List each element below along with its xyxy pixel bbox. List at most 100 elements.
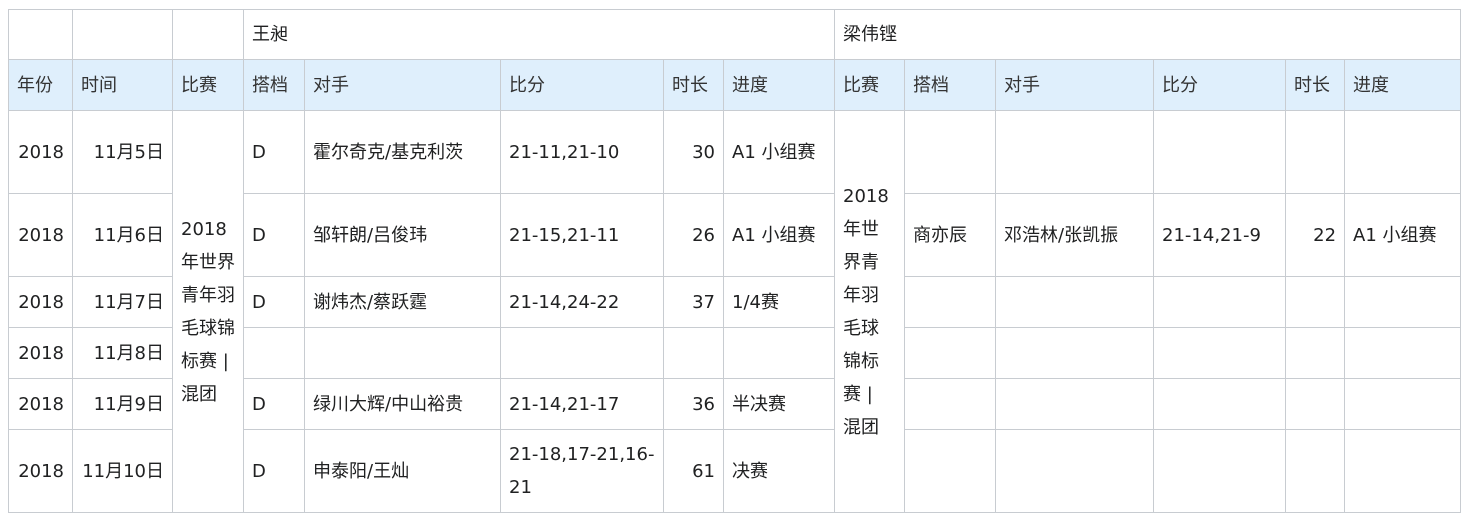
liang-weikeng-score-cell [1153, 327, 1287, 379]
liang-weikeng-duration-cell [1285, 110, 1346, 194]
liang-weikeng-partner-cell [904, 276, 997, 328]
liang-weikeng-score-cell [1153, 110, 1287, 194]
wang-chang-opponent-cell: 谢炜杰/蔡跃霆 [304, 276, 501, 328]
column-header: 时长 [1285, 59, 1346, 111]
wang-chang-partner-cell: D [243, 110, 305, 194]
wang-chang-partner-cell: D [243, 378, 305, 430]
empty-header-cell [72, 9, 173, 60]
date-cell: 11月7日 [72, 276, 173, 328]
liang-weikeng-stage-cell: A1 小组赛 [1344, 193, 1462, 277]
wang-chang-partner-cell [243, 327, 305, 379]
year-cell: 2018 [8, 110, 73, 194]
column-header: 进度 [1344, 59, 1462, 111]
wang-chang-stage-cell: 决赛 [722, 429, 836, 513]
player-header-row: 王昶 梁伟铿 [8, 9, 1462, 60]
year-cell: 2018 [8, 429, 73, 513]
wang-chang-opponent-cell: 申泰阳/王灿 [304, 429, 501, 513]
event-cell: 2018年世界青年羽毛球锦标赛 | 混团 [172, 110, 244, 513]
column-header: 时长 [663, 59, 724, 111]
date-cell: 11月9日 [72, 378, 173, 430]
wang-chang-score-cell: 21-14,24-22 [500, 276, 664, 328]
wang-chang-score-cell [500, 327, 664, 379]
column-header: 进度 [722, 59, 836, 111]
liang-weikeng-duration-cell [1285, 378, 1346, 430]
liang-weikeng-stage-cell [1344, 429, 1462, 513]
wang-chang-opponent-cell: 霍尔奇克/基克利茨 [304, 110, 501, 194]
liang-weikeng-score-cell [1153, 276, 1287, 328]
player-header-wang-chang: 王昶 [242, 9, 836, 60]
liang-weikeng-duration-cell [1285, 327, 1346, 379]
column-header: 比分 [500, 59, 664, 111]
liang-weikeng-stage-cell [1344, 378, 1462, 430]
wang-chang-partner-cell: D [243, 276, 305, 328]
year-cell: 2018 [8, 327, 73, 379]
liang-weikeng-partner-cell [904, 327, 997, 379]
column-header: 年份 [8, 59, 73, 111]
liang-weikeng-opponent-cell [995, 378, 1155, 430]
empty-header-cell [172, 9, 244, 60]
column-header: 搭档 [904, 59, 997, 111]
date-cell: 11月6日 [72, 193, 173, 277]
year-cell: 2018 [8, 276, 73, 328]
liang-weikeng-stage-cell [1344, 327, 1462, 379]
wang-chang-stage-cell: A1 小组赛 [722, 193, 836, 277]
liang-weikeng-partner-cell: 商亦辰 [904, 193, 997, 277]
wang-chang-score-cell: 21-15,21-11 [500, 193, 664, 277]
liang-weikeng-duration-cell [1285, 276, 1346, 328]
liang-weikeng-partner-cell [904, 110, 997, 194]
liang-weikeng-opponent-cell [995, 429, 1155, 513]
liang-weikeng-stage-cell [1344, 276, 1462, 328]
column-header: 比赛 [834, 59, 906, 111]
wang-chang-score-cell: 21-14,21-17 [500, 378, 664, 430]
wang-chang-opponent-cell: 邹轩朗/吕俊玮 [304, 193, 501, 277]
liang-weikeng-score-cell [1153, 378, 1287, 430]
event-cell: 2018年世界青年羽毛球锦标赛 | 混团 [834, 110, 906, 513]
wang-chang-opponent-cell [304, 327, 501, 379]
wang-chang-partner-cell: D [243, 429, 305, 513]
column-header-row: 年份 时间 比赛 搭档 对手 比分 时长 进度 比赛 搭档 对手 比分 时长 进度 [8, 59, 1462, 111]
wang-chang-duration-cell [663, 327, 724, 379]
date-cell: 11月8日 [72, 327, 173, 379]
liang-weikeng-duration-cell: 22 [1285, 193, 1346, 277]
liang-weikeng-partner-cell [904, 429, 997, 513]
table-row: 2018 11月6日 D 邹轩朗/吕俊玮 21-15,21-11 26 A1 小组赛 商亦辰邓… [8, 193, 1462, 277]
table-row: 2018 11月5日 2018年世界青年羽毛球锦标赛 | 混团 D 霍尔奇克/基克利茨 2… [8, 110, 1462, 513]
wang-chang-stage-cell: 半决赛 [722, 378, 836, 430]
wang-chang-score-cell: 21-18,17-21,16-21 [500, 429, 664, 513]
date-cell: 11月10日 [72, 429, 173, 513]
empty-header-cell [8, 9, 73, 60]
liang-weikeng-score-cell: 21-14,21-9 [1153, 193, 1287, 277]
wang-chang-stage-cell: 1/4赛 [722, 276, 836, 328]
year-cell: 2018 [8, 378, 73, 430]
column-header: 对手 [995, 59, 1155, 111]
year-cell: 2018 [8, 193, 73, 277]
liang-weikeng-partner-cell [904, 378, 997, 430]
liang-weikeng-stage-cell [1344, 110, 1462, 194]
wang-chang-duration-cell: 30 [663, 110, 724, 194]
column-header: 对手 [304, 59, 501, 111]
wang-chang-opponent-cell: 绿川大辉/中山裕贵 [304, 378, 501, 430]
player-header-liang-weikeng: 梁伟铿 [834, 9, 1462, 60]
column-header: 比赛 [172, 59, 244, 111]
table-row: 2018 11月9日 D 绿川大辉/中山裕贵 21-14,21-17 36 半决赛 [8, 378, 1462, 430]
liang-weikeng-opponent-cell [995, 110, 1155, 194]
wang-chang-score-cell: 21-11,21-10 [500, 110, 664, 194]
wang-chang-partner-cell: D [243, 193, 305, 277]
wang-chang-stage-cell: A1 小组赛 [722, 110, 836, 194]
wang-chang-stage-cell [722, 327, 836, 379]
liang-weikeng-duration-cell [1285, 429, 1346, 513]
date-cell: 11月5日 [72, 110, 173, 194]
liang-weikeng-opponent-cell [995, 327, 1155, 379]
match-results-table: 王昶 梁伟铿 年份 时间 比赛 搭档 对手 比分 时长 进度 比赛 搭档 对手 比分 时长 进度 2018… [8, 9, 1462, 513]
wang-chang-duration-cell: 37 [663, 276, 724, 328]
table-row: 2018 11月10日 D 申泰阳/王灿 21-18,17-21,16-21 61 决赛 [8, 429, 1462, 513]
liang-weikeng-score-cell [1153, 429, 1287, 513]
wang-chang-duration-cell: 61 [663, 429, 724, 513]
column-header: 搭档 [243, 59, 305, 111]
column-header: 比分 [1153, 59, 1287, 111]
wang-chang-duration-cell: 36 [663, 378, 724, 430]
liang-weikeng-opponent-cell: 邓浩林/张凯振 [995, 193, 1155, 277]
liang-weikeng-opponent-cell [995, 276, 1155, 328]
wang-chang-duration-cell: 26 [663, 193, 724, 277]
column-header: 时间 [72, 59, 173, 111]
